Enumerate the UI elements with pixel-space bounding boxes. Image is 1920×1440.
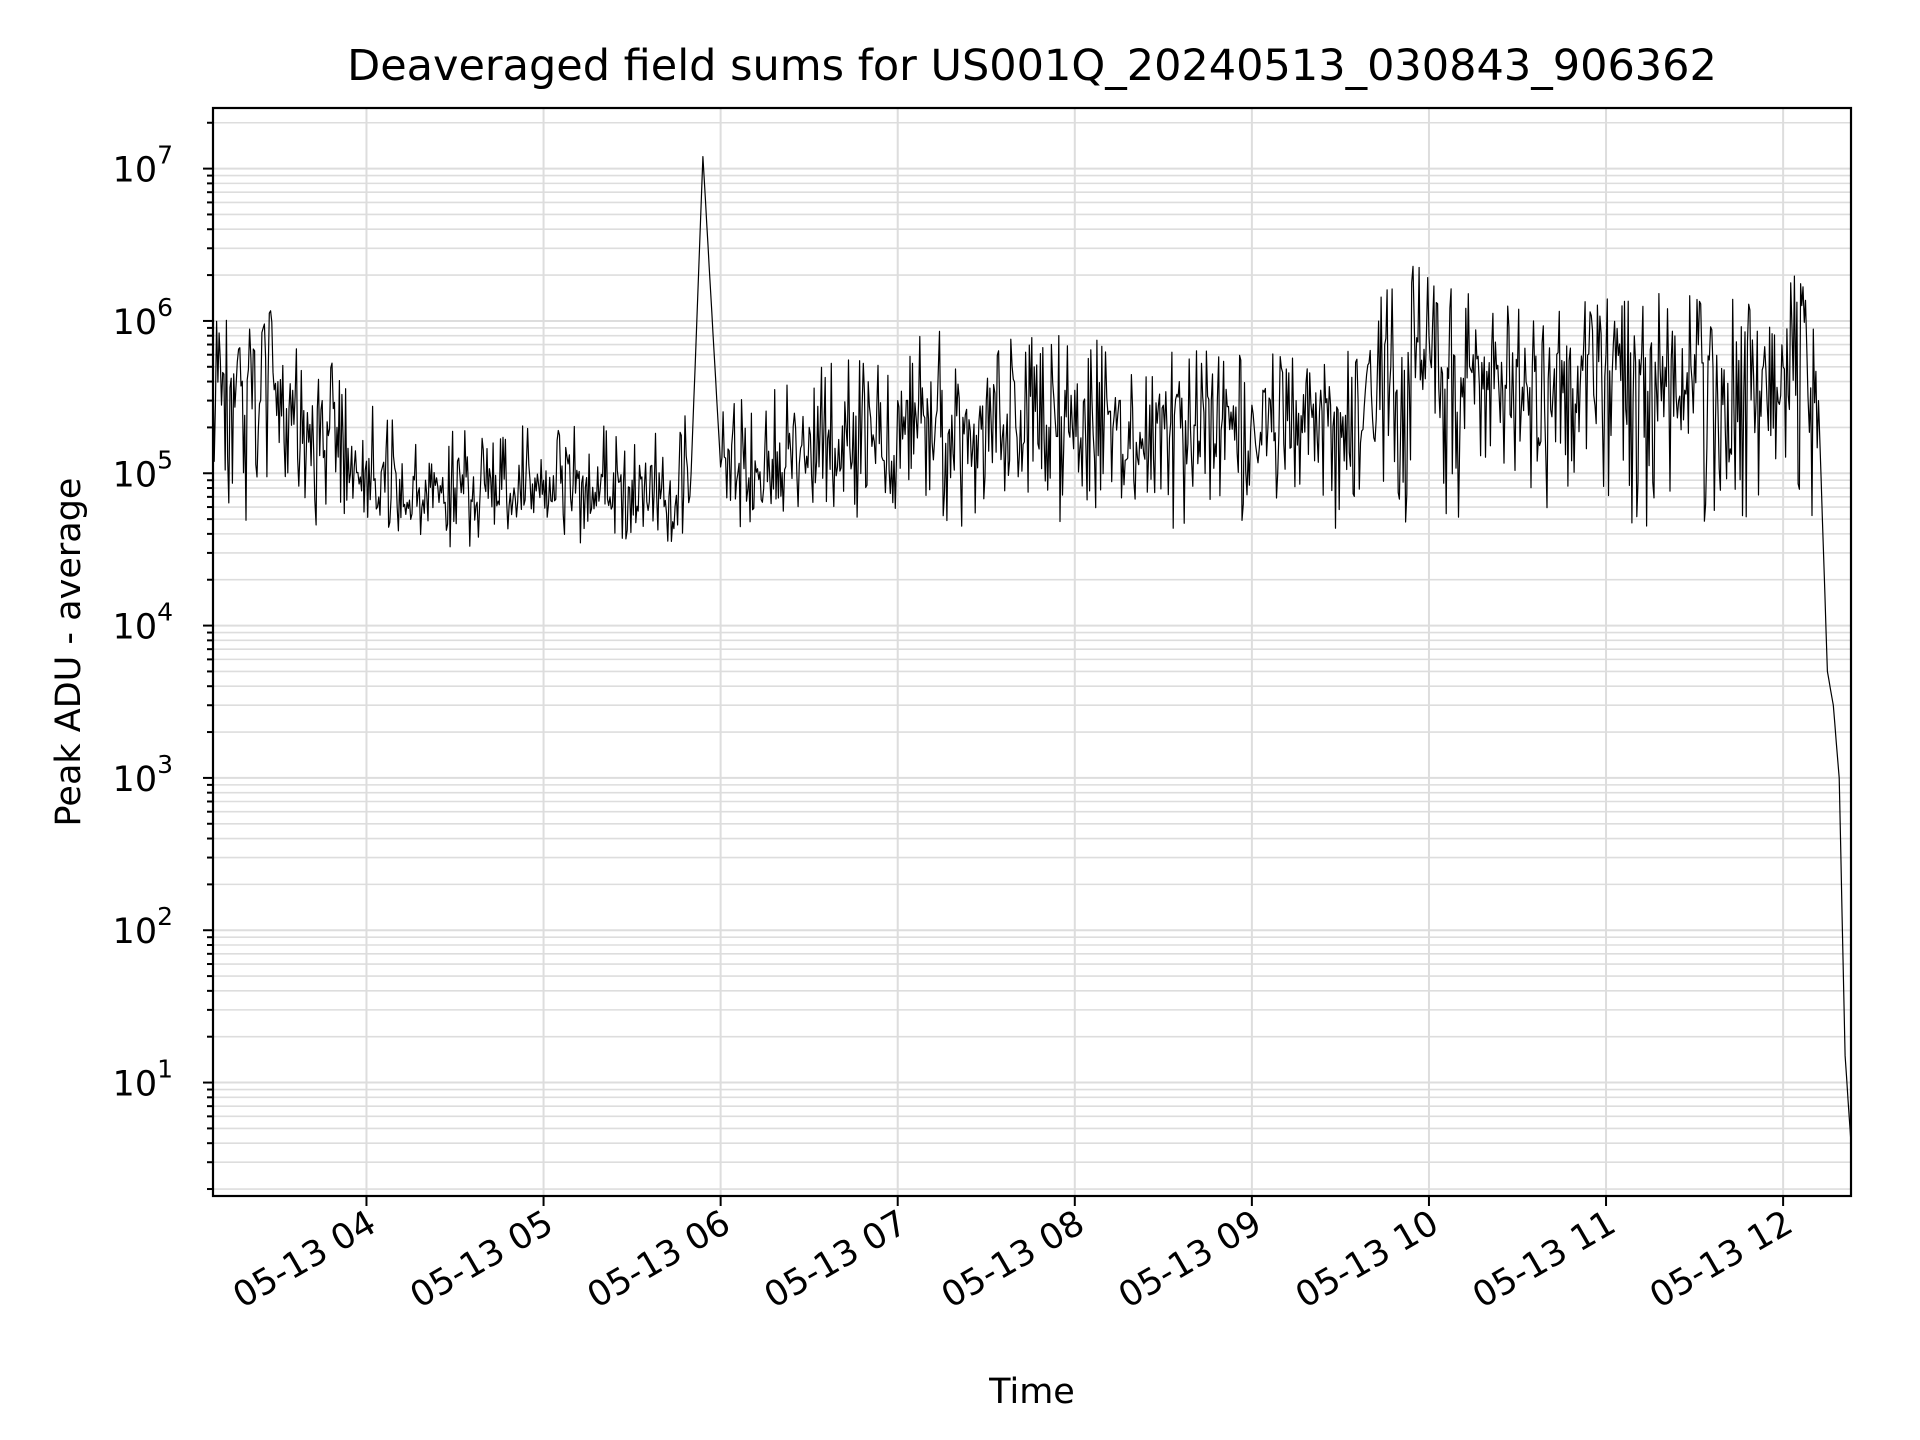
chart-title: Deaveraged field sums for US001Q_2024051…	[347, 41, 1717, 91]
y-tick-base: 10	[113, 608, 158, 648]
y-tick-label: 102	[113, 902, 173, 952]
y-tick-exponent: 7	[157, 141, 173, 170]
y-tick-exponent: 1	[157, 1055, 173, 1084]
y-tick-label: 101	[113, 1055, 173, 1105]
y-tick-base: 10	[113, 1065, 158, 1105]
y-tick-label: 106	[113, 293, 173, 343]
y-tick-base: 10	[113, 151, 158, 191]
y-tick-label: 105	[113, 445, 173, 495]
y-tick-base: 10	[113, 760, 158, 800]
series-line	[212, 156, 1852, 1144]
y-axis-label: Peak ADU - average	[49, 478, 89, 827]
y-tick-base: 10	[113, 303, 158, 343]
x-axis-label: Time	[988, 1372, 1075, 1412]
y-tick-exponent: 3	[157, 750, 173, 779]
y-tick-base: 10	[113, 455, 158, 495]
y-tick-exponent: 6	[157, 293, 173, 322]
y-tick-label: 107	[113, 141, 173, 191]
plot-frame	[211, 106, 1853, 1198]
y-tick-exponent: 2	[157, 902, 173, 931]
y-tick-exponent: 5	[157, 445, 173, 474]
y-tick-exponent: 4	[157, 598, 173, 627]
y-tick-label: 104	[113, 598, 173, 648]
y-tick-base: 10	[113, 912, 158, 952]
y-tick-label: 103	[113, 750, 173, 800]
